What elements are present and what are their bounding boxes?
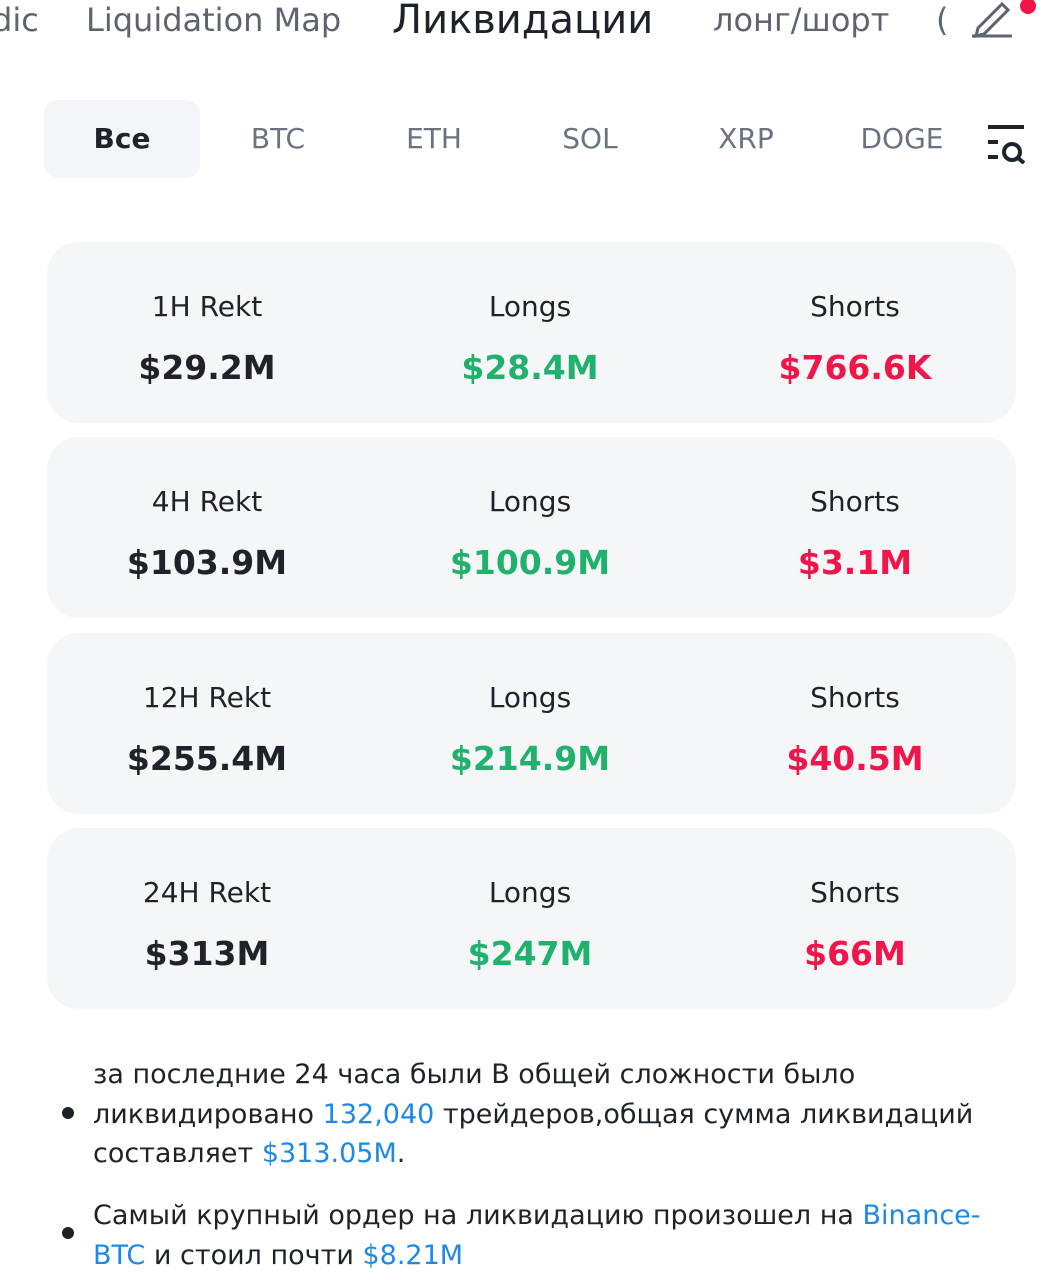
nav-tab[interactable]: ( bbox=[936, 1, 949, 39]
stat-value: $766.6K bbox=[778, 348, 932, 387]
nav-tab[interactable]: Ликвидации bbox=[392, 0, 654, 43]
filter-tab[interactable]: ETH bbox=[406, 122, 462, 155]
stat-value: $214.9M bbox=[449, 738, 611, 778]
stat-label: 24H Rekt bbox=[142, 875, 272, 909]
stat-value: $313M bbox=[144, 933, 270, 973]
stat-value: $3.1M bbox=[797, 543, 913, 583]
stat-label: Shorts bbox=[810, 680, 900, 714]
stat-value: $29.2M bbox=[138, 348, 276, 387]
stat-label: Longs bbox=[488, 290, 572, 323]
bullet-text: Самый крупный ордер на ликвидацию произо… bbox=[93, 1196, 1018, 1275]
stat-card: 24H Rekt $313M Longs $247M Shorts $66M bbox=[47, 827, 1016, 1009]
bullet-text: за последние 24 часа были В общей сложно… bbox=[93, 1055, 1018, 1174]
text: трейдеров,общая сумма ликвидаций составл… bbox=[93, 1098, 974, 1170]
stat-value: $247M bbox=[467, 933, 593, 973]
filter-tab[interactable]: Все bbox=[44, 100, 200, 178]
highlight-text: $8.21M bbox=[362, 1239, 464, 1271]
stat-label: 1H Rekt bbox=[151, 290, 263, 323]
stat-label: 12H Rekt bbox=[142, 680, 272, 714]
stat-value: $40.5M bbox=[786, 738, 924, 778]
nav-tab[interactable]: лонг/шорт bbox=[713, 1, 890, 39]
text: Самый крупный ордер на ликвидацию произо… bbox=[93, 1200, 863, 1231]
text: за последние 24 часа были В общей сложно… bbox=[93, 1059, 856, 1130]
stat-label: Shorts bbox=[810, 485, 900, 519]
text: и стоил почти bbox=[145, 1239, 363, 1271]
filter-tab[interactable]: SOL bbox=[562, 122, 618, 155]
highlight-text: $313.05M bbox=[261, 1138, 397, 1169]
stat-value: $103.9M bbox=[126, 543, 288, 583]
stat-label: Shorts bbox=[810, 875, 900, 909]
stat-value: $28.4M bbox=[461, 348, 599, 387]
filter-tab[interactable]: DOGE bbox=[860, 122, 944, 155]
stat-value: $100.9M bbox=[449, 543, 611, 583]
search-filter-icon[interactable] bbox=[984, 124, 1030, 164]
edit-icon[interactable] bbox=[962, 0, 1042, 44]
stat-label: Shorts bbox=[810, 290, 900, 323]
filter-tab[interactable]: BTC bbox=[250, 122, 306, 155]
stat-label: Longs bbox=[488, 875, 572, 909]
stat-value: $255.4M bbox=[126, 738, 288, 778]
nav-tab[interactable]: Liquidation Map bbox=[86, 1, 342, 39]
bullet-dot bbox=[62, 1227, 74, 1239]
stat-card: 1H Rekt $29.2M Longs $28.4M Shorts $766.6K bbox=[47, 242, 1016, 423]
stat-card: 12H Rekt $255.4M Longs $214.9M Shorts $40.5M bbox=[47, 632, 1016, 814]
nav-tab[interactable]: dic bbox=[0, 1, 39, 39]
stat-label: Longs bbox=[488, 680, 572, 714]
highlight-text: 132,040 bbox=[322, 1098, 435, 1130]
filter-tab[interactable]: XRP bbox=[718, 122, 774, 155]
text: . bbox=[396, 1138, 406, 1169]
stat-label: 4H Rekt bbox=[151, 485, 263, 519]
stat-value: $66M bbox=[804, 933, 906, 973]
stat-card: 4H Rekt $103.9M Longs $100.9M Shorts $3.1M bbox=[47, 437, 1016, 619]
bullet-dot bbox=[62, 1107, 74, 1119]
stat-label: Longs bbox=[488, 485, 572, 519]
highlight-text: Binance-BTC bbox=[93, 1200, 981, 1271]
